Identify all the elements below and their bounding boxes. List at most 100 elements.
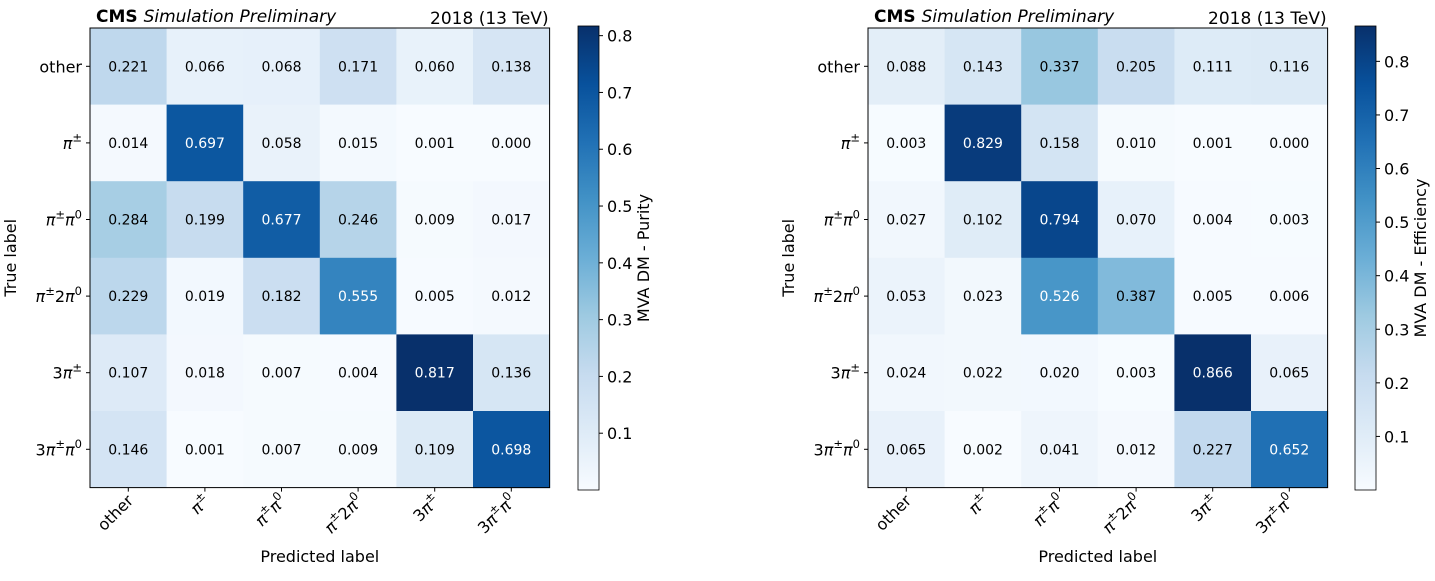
cell-value-label: 0.866	[1193, 366, 1233, 382]
plot-frame	[89, 27, 551, 489]
cell-value-label: 0.007	[261, 442, 301, 458]
y-tick-label-other: other	[817, 57, 860, 76]
cell-value-label: 0.010	[1116, 136, 1156, 152]
cell-value-label: 0.070	[1116, 213, 1156, 229]
cell-value-label: 0.229	[108, 289, 148, 305]
y-tick-label-3pipm: 3π±	[831, 361, 860, 383]
heatmap-cell	[1251, 104, 1329, 182]
cell-value-label: 0.068	[261, 59, 301, 75]
heatmap-cell	[319, 257, 397, 335]
heatmap-cell	[1021, 104, 1099, 182]
heatmap-cell	[1251, 411, 1329, 489]
x-tick-label-pipm2-0: π±2π0	[1096, 489, 1145, 538]
heatmap-cell	[944, 28, 1022, 106]
colorbar-tick-label: 0.4	[607, 254, 632, 273]
cell-value-label: 0.794	[1039, 213, 1079, 229]
heatmap-cell	[243, 257, 321, 335]
heatmap-cell	[166, 334, 244, 412]
cell-value-label: 0.138	[491, 59, 531, 75]
colorbar-tick-label: 0.8	[607, 27, 632, 46]
colorbar-tick-label: 0.3	[1384, 320, 1409, 339]
heatmap-cell	[1021, 257, 1099, 335]
cell-value-label: 0.205	[1116, 59, 1156, 75]
heatmap-cell	[1021, 334, 1099, 412]
y-tick-label-pipm2-0: π±2π0	[36, 284, 82, 306]
heatmap-cell	[1021, 181, 1099, 259]
heatmap-cell	[1097, 104, 1175, 182]
heatmap-cell	[473, 181, 551, 259]
cell-value-label: 0.136	[491, 366, 531, 382]
heatmap-cell	[166, 28, 244, 106]
heatmap-cell	[868, 411, 946, 489]
heatmap-cell	[1097, 411, 1175, 489]
cell-value-label: 0.020	[1039, 366, 1079, 382]
heatmap-cell	[944, 104, 1022, 182]
cell-value-label: 0.018	[185, 366, 225, 382]
y-tick-label-pipm-0: π±π0	[824, 207, 860, 229]
cell-value-label: 0.009	[415, 213, 455, 229]
heatmap-cell	[473, 104, 551, 182]
heatmap-cell	[396, 104, 474, 182]
heatmap-cell	[90, 411, 168, 489]
heatmap-cell	[243, 411, 321, 489]
cell-value-label: 0.387	[1116, 289, 1156, 305]
cell-value-label: 0.697	[185, 136, 225, 152]
heatmap-cell	[1174, 104, 1252, 182]
heatmap-panel-1: 0.221 0.066 0.068 0.171 0.060 0.138 0.014 0.697…	[1, 7, 653, 566]
heatmap-cell	[1021, 411, 1099, 489]
cell-value-label: 0.000	[491, 136, 531, 152]
cell-value-label: 0.058	[261, 136, 301, 152]
colorbar-tick-label: 0.7	[607, 83, 632, 102]
cell-value-label: 0.088	[886, 59, 926, 75]
heatmap-cell	[166, 411, 244, 489]
cell-value-label: 0.003	[1116, 366, 1156, 382]
colorbar-tick-label: 0.1	[1384, 427, 1409, 446]
energy-label: 2018 (13 TeV)	[430, 9, 549, 29]
heatmap-cell	[319, 104, 397, 182]
heatmap-cell	[319, 411, 397, 489]
cell-value-label: 0.004	[1193, 213, 1233, 229]
cell-value-label: 0.022	[963, 366, 1003, 382]
cell-value-label: 0.003	[886, 136, 926, 152]
y-axis-label: True label	[1, 219, 20, 298]
heatmap-cell	[1174, 334, 1252, 412]
cell-value-label: 0.041	[1039, 442, 1079, 458]
heatmap-cell	[1174, 181, 1252, 259]
heatmap-cell	[868, 104, 946, 182]
colorbar-tick-label: 0.2	[607, 367, 632, 386]
colorbar-tick-label: 0.3	[607, 311, 632, 330]
cell-value-label: 0.017	[491, 213, 531, 229]
x-tick-label-3pipm-0: 3π±π0	[472, 489, 521, 538]
x-axis-label: Predicted label	[260, 547, 379, 566]
energy-label: 2018 (13 TeV)	[1208, 9, 1327, 29]
cell-value-label: 0.337	[1039, 59, 1079, 75]
cell-value-label: 0.652	[1269, 442, 1309, 458]
x-tick-label-pipm: π±	[184, 489, 213, 518]
heatmap-cell	[90, 257, 168, 335]
cell-value-label: 0.246	[338, 213, 378, 229]
heatmap-cell	[1174, 28, 1252, 106]
heatmap-cell	[868, 181, 946, 259]
heatmap-cell	[868, 334, 946, 412]
heatmap-cell	[944, 257, 1022, 335]
heatmap-cell	[319, 181, 397, 259]
heatmap-cell	[90, 334, 168, 412]
cell-value-label: 0.006	[1269, 289, 1309, 305]
cell-value-label: 0.182	[261, 289, 301, 305]
cell-value-label: 0.015	[338, 136, 378, 152]
colorbar-tick-label: 0.4	[1384, 267, 1409, 286]
cell-value-label: 0.001	[1193, 136, 1233, 152]
heatmap-cell	[166, 104, 244, 182]
heatmap-cell	[243, 28, 321, 106]
cell-value-label: 0.526	[1039, 289, 1079, 305]
cell-value-label: 0.027	[886, 213, 926, 229]
cell-value-label: 0.107	[108, 366, 148, 382]
heatmap-cell	[319, 28, 397, 106]
x-tick-label-other: other	[94, 491, 138, 535]
y-tick-label-pipm2-0: π±2π0	[814, 284, 860, 306]
heatmap-cell	[243, 334, 321, 412]
heatmap-cell	[1097, 28, 1175, 106]
x-tick-label-other: other	[872, 491, 916, 535]
cell-value-label: 0.817	[415, 366, 455, 382]
heatmap-cell	[90, 104, 168, 182]
